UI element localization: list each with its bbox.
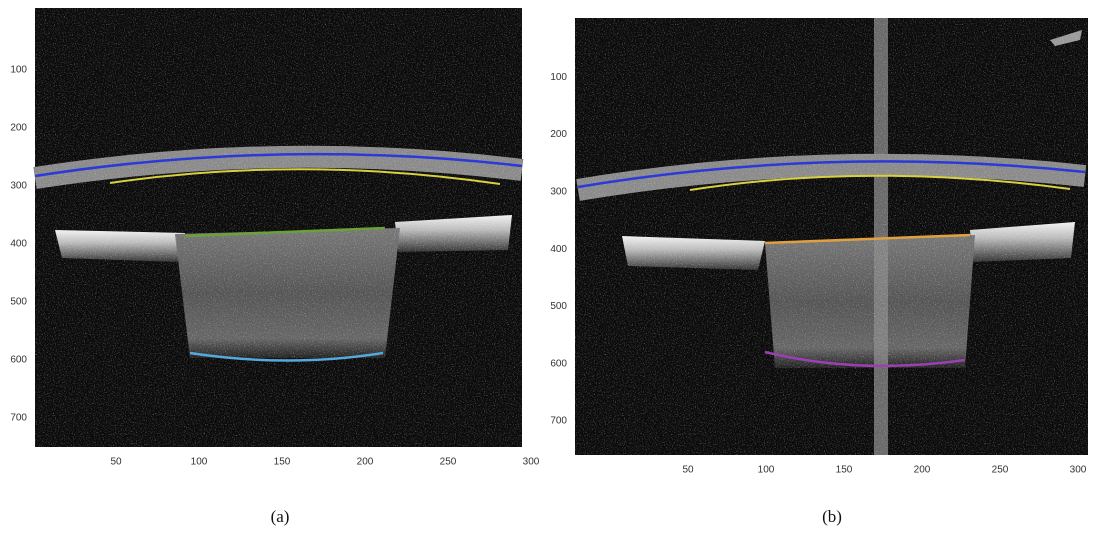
y-tick-label: 200 xyxy=(10,123,27,134)
x-tick-label: 250 xyxy=(440,457,457,468)
x-tick-label: 150 xyxy=(836,465,853,476)
y-tick-label: 700 xyxy=(10,413,27,424)
x-tick-label: 50 xyxy=(682,465,694,476)
y-tick-label: 200 xyxy=(550,129,567,140)
y-tick-label: 300 xyxy=(10,181,27,192)
x-tick-label: 300 xyxy=(1070,465,1087,476)
y-tick-label: 700 xyxy=(550,416,567,427)
x-tick-label: 250 xyxy=(992,465,1009,476)
x-tick-label: 50 xyxy=(110,457,122,468)
y-tick-label: 500 xyxy=(550,301,567,312)
y-tick-label: 100 xyxy=(10,65,27,76)
x-tick-label: 100 xyxy=(758,465,775,476)
oct-image-b xyxy=(575,18,1088,455)
y-tick-label: 500 xyxy=(10,297,27,308)
oct-image-a xyxy=(33,8,524,447)
y-tick-label: 600 xyxy=(550,358,567,369)
y-tick-label: 600 xyxy=(10,355,27,366)
y-tick-label: 100 xyxy=(550,72,567,83)
y-tick-label: 400 xyxy=(550,244,567,255)
y-tick-label: 300 xyxy=(550,187,567,198)
panel-caption: (b) xyxy=(822,507,842,526)
y-tick-label: 400 xyxy=(10,239,27,250)
x-tick-label: 200 xyxy=(357,457,374,468)
x-tick-label: 150 xyxy=(274,457,291,468)
x-tick-label: 200 xyxy=(914,465,931,476)
panel-caption: (a) xyxy=(271,507,290,526)
x-tick-label: 300 xyxy=(523,457,540,468)
x-tick-label: 100 xyxy=(191,457,208,468)
